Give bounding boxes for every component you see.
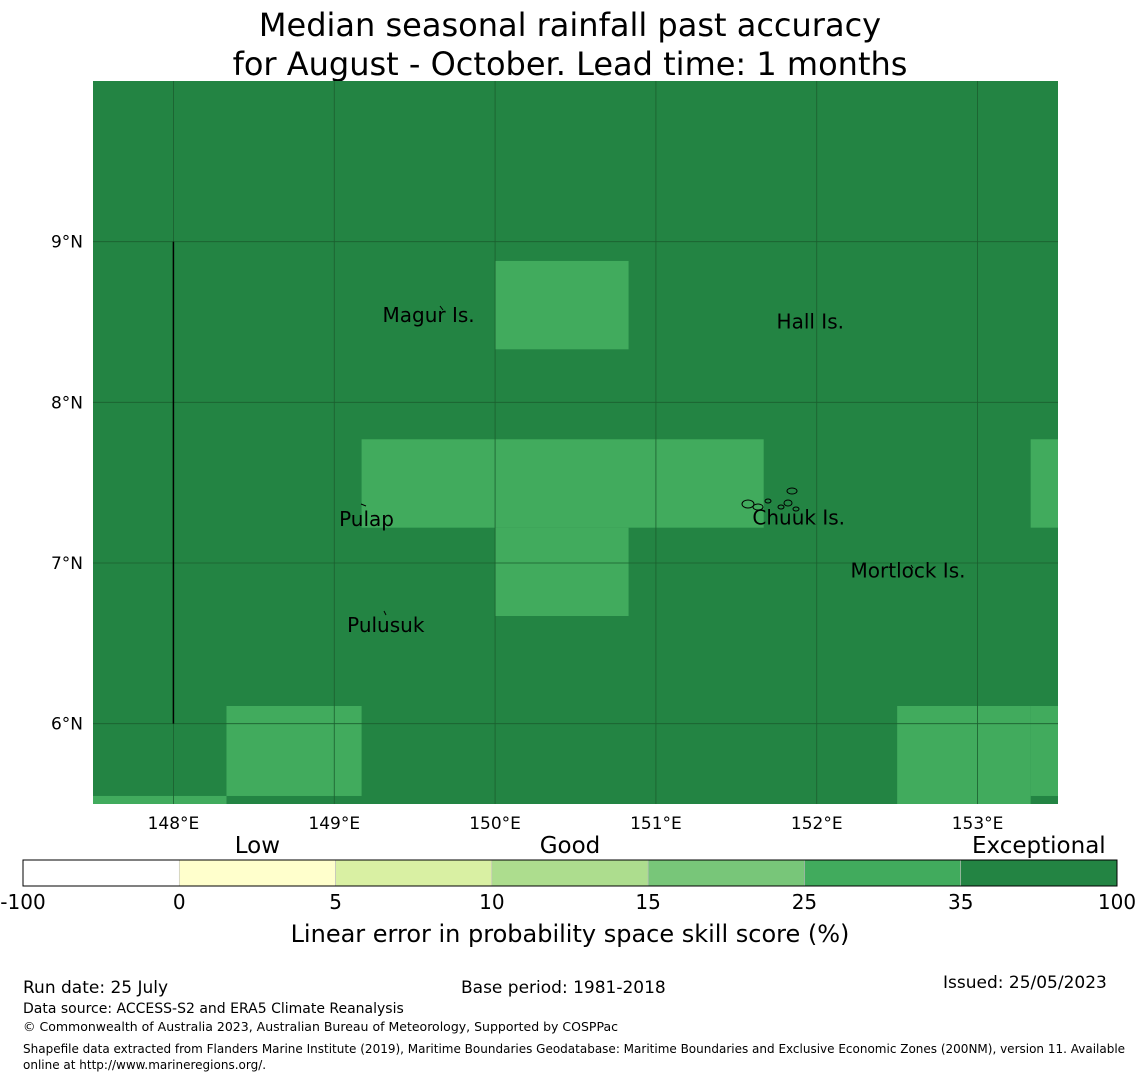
skill-cell [226, 705, 362, 796]
run-date: Run date: 25 July [23, 978, 169, 998]
colorbar-tick-label: 35 [948, 890, 973, 914]
island-outlines [360, 305, 914, 616]
colorbar-frame [22, 859, 1118, 887]
skill-cell [93, 795, 227, 804]
island-outline [792, 506, 800, 512]
skill-cell [495, 260, 629, 350]
colorbar-category-label: Exceptional [972, 833, 1106, 859]
lat-tick-label: 7°N [51, 554, 83, 574]
lat-tick-label: 8°N [51, 393, 83, 413]
colorbar-bin [491, 859, 649, 887]
colorbar-axis-label: Linear error in probability space skill … [291, 920, 850, 948]
lon-tick-label: 153°E [952, 814, 1004, 834]
data-source: Data source: ACCESS-S2 and ERA5 Climate … [23, 1001, 404, 1017]
colorbar-bin [178, 859, 336, 887]
lon-tick-label: 148°E [148, 814, 200, 834]
colorbar-category-label: Good [540, 833, 601, 859]
lon-tick-label: 150°E [469, 814, 521, 834]
place-label: Hall Is. [777, 309, 844, 333]
island-outline [439, 305, 444, 311]
lon-tick-label: 149°E [308, 814, 360, 834]
place-label: Pulusuk [347, 613, 425, 637]
island-outline [383, 610, 387, 616]
chart-title-line-2: for August - October. Lead time: 1 month… [232, 45, 908, 83]
island-outline [910, 564, 914, 569]
skill-cell [495, 527, 629, 617]
island-outline [752, 503, 764, 511]
colorbar-category-label: Low [235, 833, 280, 859]
map-panel: 148°E 149°E 150°E 151°E 152°E 153°E 9°N 8°N 7°N 6… [51, 81, 1058, 834]
colorbar: -100 0 5 10 15 25 35 100 Low Good Exceptional Linea… [0, 833, 1136, 948]
skill-cell [361, 439, 764, 528]
lon-tick-label: 152°E [791, 814, 843, 834]
lat-tick-label: 6°N [51, 715, 83, 735]
lon-tick-label: 151°E [630, 814, 682, 834]
colorbar-tick-label: 0 [173, 890, 186, 914]
place-label: Pulap [339, 507, 394, 531]
colorbar-tick-label: 100 [1098, 890, 1136, 914]
map-figure: 148°E 149°E 150°E 151°E 152°E 153°E 9°N 8°N 7°N 6… [0, 81, 1136, 948]
colorbar-tick-label: 25 [792, 890, 817, 914]
colorbar-bin [22, 859, 180, 887]
colorbar-bin [960, 859, 1118, 887]
colorbar-bin [804, 859, 962, 887]
island-outline [764, 498, 772, 504]
colorbar-bin [335, 859, 493, 887]
skill-cell [897, 705, 1031, 804]
shapefile-credit: Shapefile data extracted from Flanders M… [23, 1042, 1126, 1072]
issued-date: Issued: 25/05/2023 [943, 973, 1107, 993]
island-outline [360, 503, 367, 507]
place-label: Chuuk Is. [752, 505, 845, 529]
skill-cell [1030, 439, 1058, 528]
place-label: Mortlock Is. [851, 558, 966, 582]
lat-tick-label: 9°N [51, 233, 83, 253]
colorbar-tick-label: 5 [329, 890, 342, 914]
island-outline [786, 487, 798, 495]
base-period: Base period: 1981-2018 [461, 978, 666, 998]
colorbar-tick-label: 15 [635, 890, 660, 914]
colorbar-bin [647, 859, 805, 887]
colorbar-tick-label: 10 [479, 890, 504, 914]
colorbar-tick-label: -100 [0, 890, 45, 914]
island-outline [777, 504, 785, 510]
chart-title-line-1: Median seasonal rainfall past accuracy [258, 6, 882, 44]
skill-cell [1030, 705, 1058, 796]
place-label: Magur Is. [383, 303, 475, 327]
island-outline [783, 499, 793, 507]
island-outline [741, 499, 755, 509]
copyright: © Commonwealth of Australia 2023, Austra… [23, 1019, 618, 1034]
